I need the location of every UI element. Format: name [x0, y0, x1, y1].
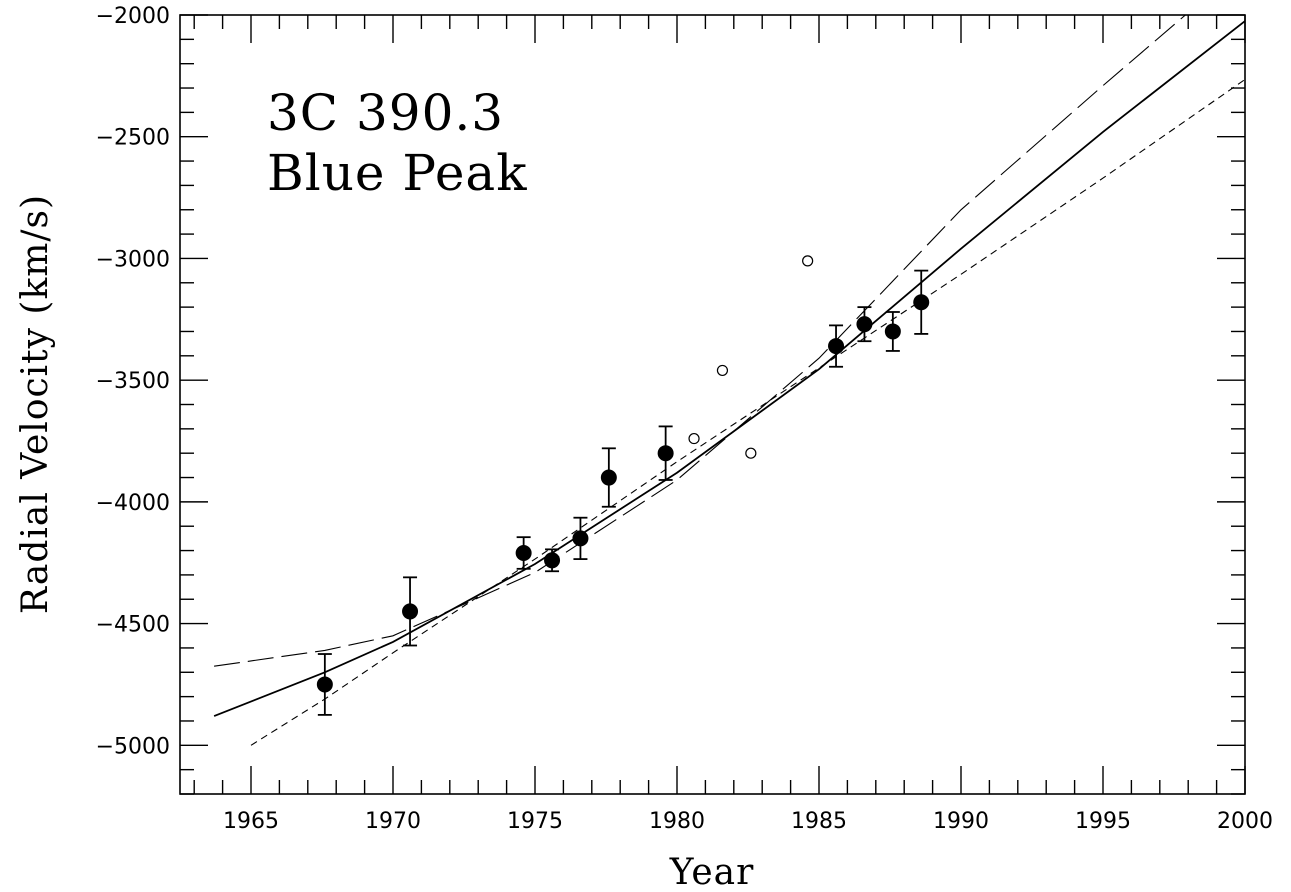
data-point-filled [515, 544, 532, 561]
data-point-open [716, 364, 729, 377]
data-point-open [688, 432, 700, 445]
y-tick-label: −5000 [96, 734, 170, 759]
object-name: 3C 390.3 [267, 84, 504, 142]
x-tick-label: 2000 [1217, 809, 1273, 834]
curve-solid [213, 20, 1246, 717]
data-point-filled [913, 294, 930, 311]
data-point-filled [884, 323, 901, 340]
data-point-open [745, 447, 757, 459]
y-tick-label: −4500 [96, 613, 170, 638]
data-point-filled [657, 445, 674, 462]
data-point-filled [572, 530, 589, 547]
x-axis-title: Year [669, 852, 755, 892]
y-tick-label: −2000 [96, 4, 170, 29]
x-tick-label: 1970 [365, 809, 421, 834]
y-tick-label: −4000 [96, 491, 170, 516]
tick-labels: 1965 1970 1975 1980 1985 1990 1995 2000 −5000 −45… [96, 4, 1273, 834]
data-point-filled [828, 338, 845, 355]
model-curves [213, 14, 1246, 746]
x-tick-label: 1990 [933, 809, 989, 834]
data-point-filled [316, 676, 333, 693]
data-point-filled [856, 316, 873, 333]
x-tick-label: 1985 [791, 809, 847, 834]
y-tick-label: −2500 [96, 126, 170, 151]
data-points [316, 255, 930, 716]
feature-name: Blue Peak [267, 144, 528, 202]
x-tick-label: 1980 [649, 809, 705, 834]
data-point-filled [544, 552, 561, 569]
x-tick-label: 1975 [507, 809, 563, 834]
axis-ticks [180, 14, 1246, 795]
data-point-filled [402, 603, 419, 620]
curve-long-dash [214, 14, 1186, 667]
y-tick-label: −3000 [96, 247, 170, 272]
x-tick-label: 1995 [1075, 809, 1131, 834]
y-axis-title: Radial Velocity (km/s) [15, 194, 56, 614]
data-point-filled [600, 469, 617, 486]
data-point-open [802, 255, 814, 267]
x-tick-label: 1965 [223, 809, 279, 834]
curve-short-dash [250, 79, 1246, 746]
y-tick-label: −3500 [96, 369, 170, 394]
